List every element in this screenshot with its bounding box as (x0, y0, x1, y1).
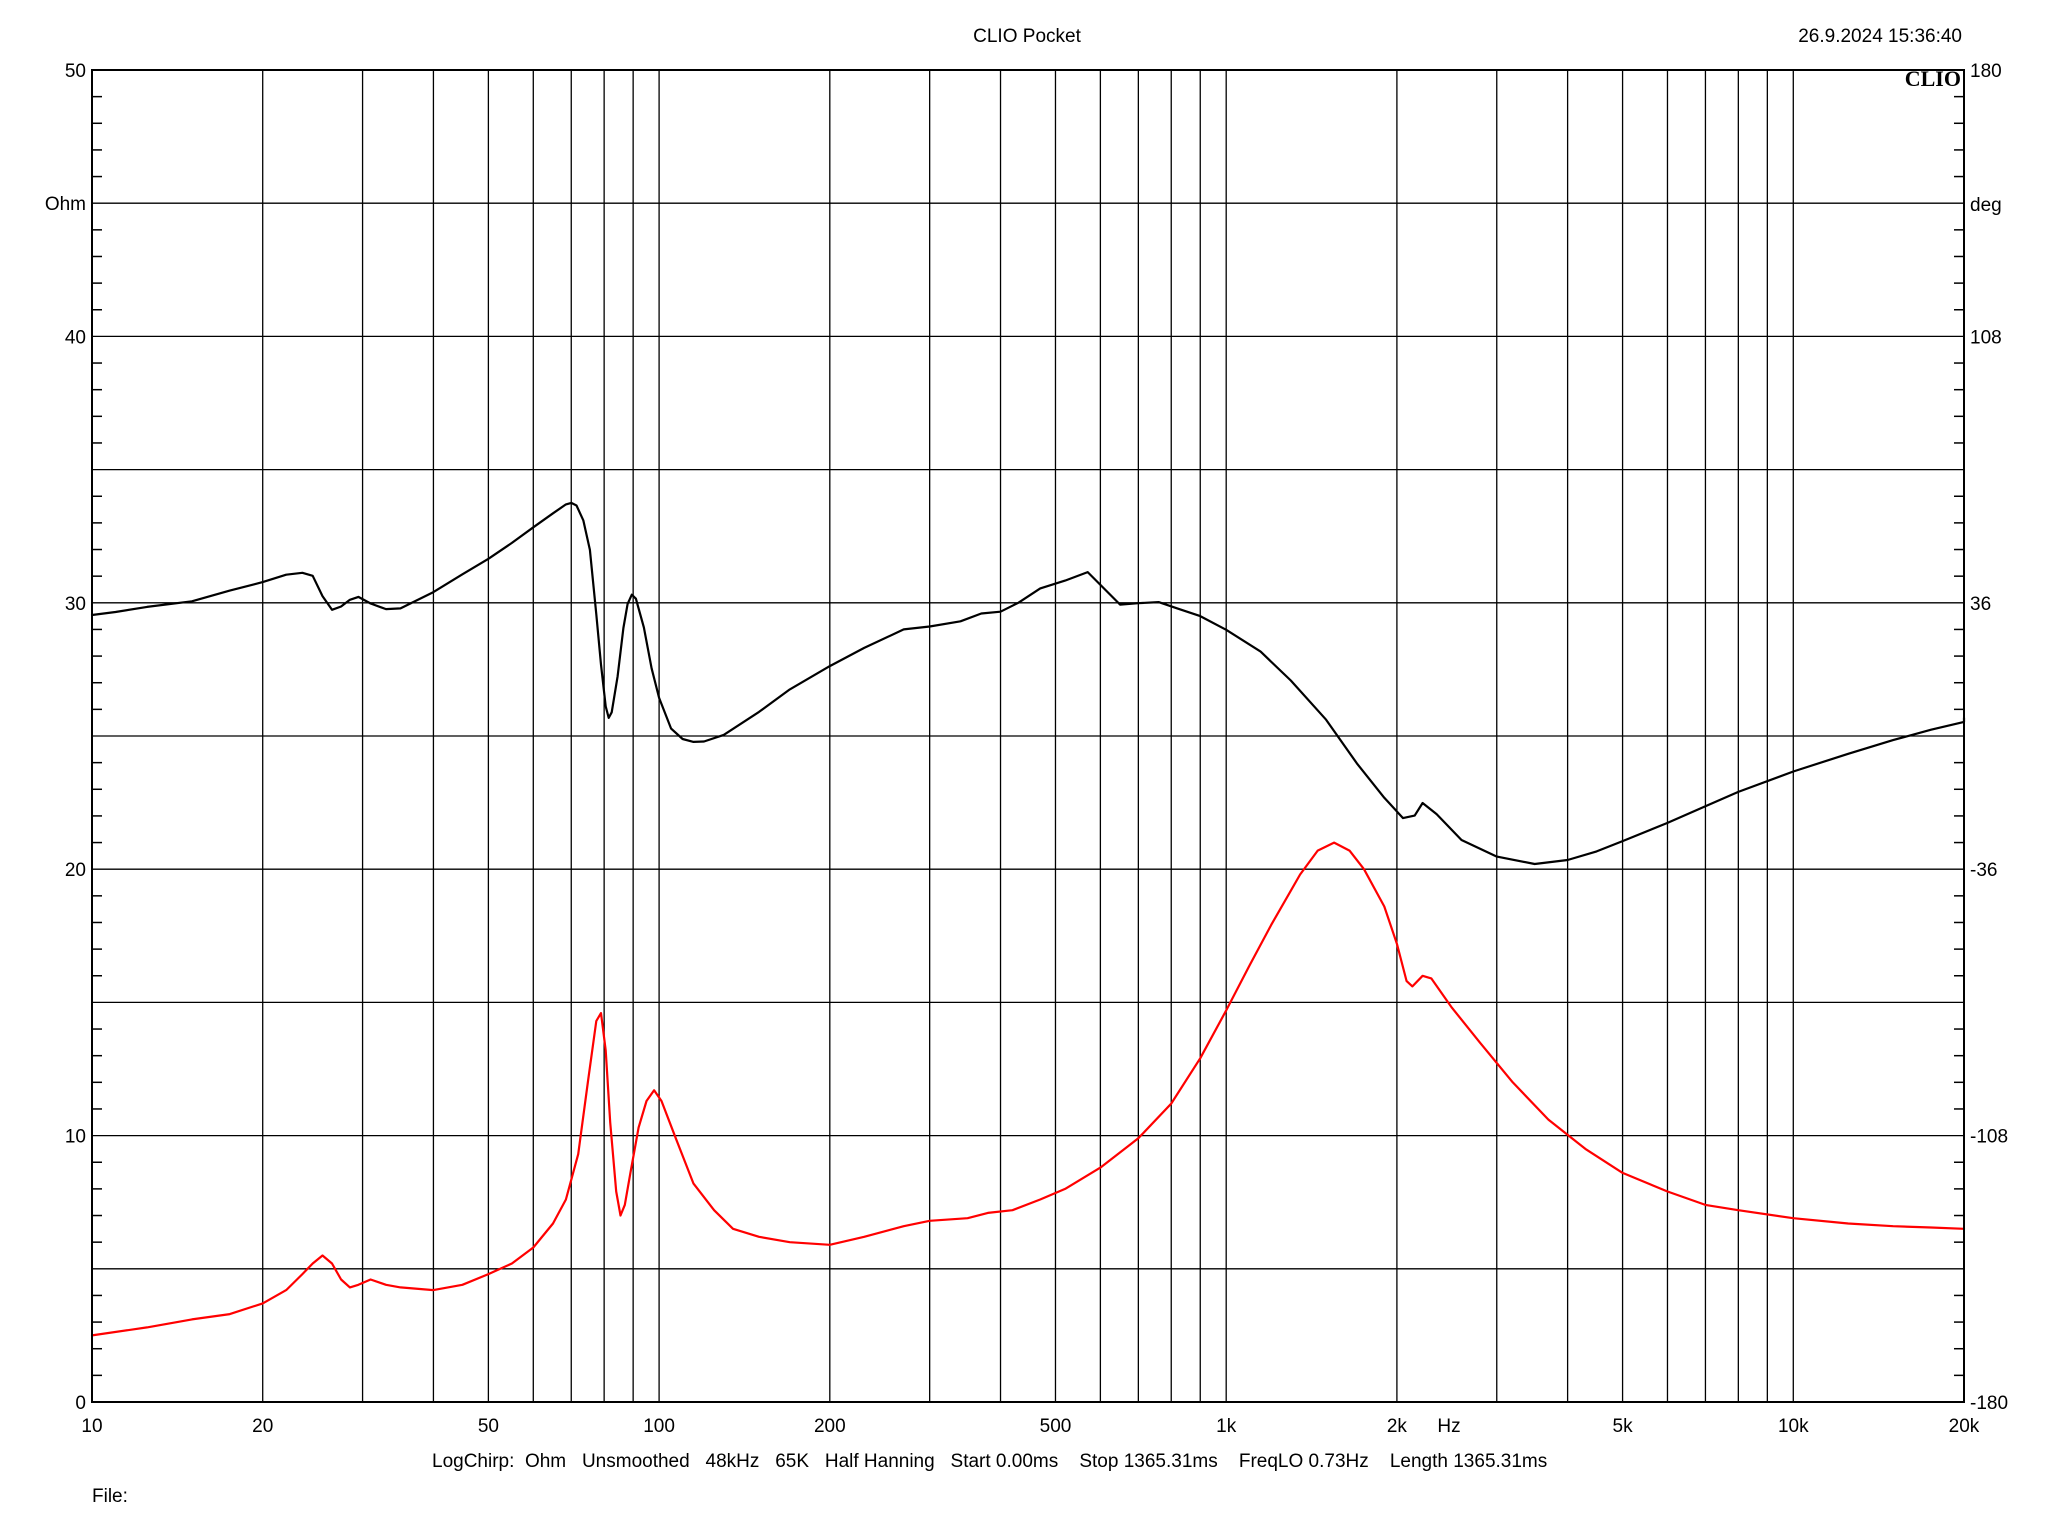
y-right-tick-label: -180 (1970, 1393, 2008, 1414)
chart-title: CLIO Pocket (973, 26, 1081, 47)
y-right-tick-label: -108 (1970, 1127, 2008, 1148)
impedance-curve (90, 841, 1966, 1337)
phase-curve (90, 501, 1966, 866)
x-axis-label: Hz (1437, 1416, 1460, 1437)
x-tick-label: 200 (814, 1416, 846, 1437)
measurement-datetime: 26.9.2024 15:36:40 (1798, 26, 1962, 47)
x-tick-label: 5k (1613, 1416, 1634, 1437)
x-tick-label: 10 (81, 1416, 102, 1437)
y-left-tick-label: 40 (65, 327, 86, 348)
y-right-tick-label: 108 (1970, 327, 2002, 348)
x-tick-label: 1k (1216, 1416, 1237, 1437)
y-left-tick-label: 20 (65, 860, 86, 881)
x-tick-label: 100 (643, 1416, 675, 1437)
axis-labels: 10 20 50 100 200 500 1k 2k 5k 10k 20k01020304050-1… (65, 61, 2008, 1437)
y-right-axis-label: deg (1970, 195, 2002, 216)
measurement-settings: LogChirp: Ohm Unsmoothed 48kHz 65K Half … (432, 1451, 1547, 1472)
y-left-tick-label: 30 (65, 594, 86, 615)
file-label: File: (92, 1486, 128, 1507)
y-right-tick-label: 180 (1970, 61, 2002, 82)
x-tick-label: 20 (252, 1416, 273, 1437)
x-tick-label: 50 (478, 1416, 499, 1437)
y-left-tick-label: 10 (65, 1127, 86, 1148)
x-tick-label: 500 (1040, 1416, 1072, 1437)
y-left-axis-label: Ohm (45, 194, 86, 215)
y-right-tick-label: 36 (1970, 594, 1991, 615)
y-left-tick-label: 50 (65, 61, 86, 82)
x-tick-label: 2k (1387, 1416, 1408, 1437)
chart-grid (92, 70, 1964, 1402)
x-tick-label: 20k (1949, 1416, 1980, 1437)
plot-frame (91, 69, 1965, 1403)
chart-curves (90, 501, 1966, 1337)
clio-logo: CLIO (1905, 66, 1961, 91)
x-tick-label: 10k (1778, 1416, 1809, 1437)
y-right-tick-label: -36 (1970, 860, 1997, 881)
y-left-tick-label: 0 (75, 1393, 86, 1414)
